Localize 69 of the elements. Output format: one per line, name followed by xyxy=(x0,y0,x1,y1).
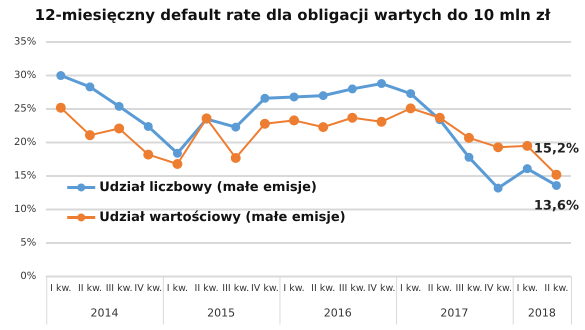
point xyxy=(318,122,328,132)
point xyxy=(231,122,240,132)
point xyxy=(172,148,182,158)
point xyxy=(551,170,562,180)
point xyxy=(260,94,270,103)
x-tick-label: III kw. xyxy=(222,282,250,294)
point xyxy=(290,92,299,102)
point xyxy=(494,184,503,193)
x-tick-label: IV kw. xyxy=(251,282,279,294)
x-tick-label: III kw. xyxy=(456,282,482,294)
y-tick-label: 25% xyxy=(14,104,36,115)
point xyxy=(522,140,532,151)
x-tick-label: I kw. xyxy=(50,282,72,294)
x-tick-label: I kw. xyxy=(283,282,305,294)
point xyxy=(434,112,445,123)
point xyxy=(552,180,561,190)
data-label: 15,2% xyxy=(534,142,579,157)
point xyxy=(84,130,95,140)
point xyxy=(406,89,416,98)
point xyxy=(464,152,474,162)
point xyxy=(85,82,94,92)
y-tick-label: 20% xyxy=(14,137,36,148)
y-tick-label: 10% xyxy=(14,204,36,216)
x-tick-label: I kw. xyxy=(166,282,188,294)
text: 2016 xyxy=(324,306,352,320)
point xyxy=(56,102,66,113)
text: 2015 xyxy=(207,306,236,320)
point xyxy=(406,103,416,114)
legend-label: Udział wartościowy (małe emisje) xyxy=(99,210,346,225)
point xyxy=(114,123,124,134)
y-tick-label: 5% xyxy=(20,238,36,249)
x-tick-label: III kw. xyxy=(338,282,366,294)
legend-label: Udział liczbowy (małe emisje) xyxy=(99,180,317,195)
point xyxy=(318,91,328,100)
point xyxy=(172,158,182,169)
point xyxy=(144,122,153,131)
x-tick-label: IV kw. xyxy=(134,282,162,294)
point xyxy=(464,132,474,143)
point xyxy=(522,164,532,174)
x-tick-label: IV kw. xyxy=(484,282,512,294)
y-tick-label: 30% xyxy=(14,70,36,82)
x-tick-label: II kw. xyxy=(311,282,336,294)
point xyxy=(143,150,154,160)
x-tick-label: II kw. xyxy=(78,282,102,294)
x-tick-label: II kw. xyxy=(544,282,568,294)
point xyxy=(376,116,386,127)
y-tick-label: 15% xyxy=(14,170,36,182)
point xyxy=(114,102,124,111)
text: 2018 xyxy=(528,306,556,320)
text: 2017 xyxy=(440,306,468,320)
text: 2014 xyxy=(90,306,119,320)
point xyxy=(493,142,504,152)
point xyxy=(230,152,241,163)
point xyxy=(348,84,357,94)
y-tick-label: 0% xyxy=(20,271,36,282)
chart-title: 12-miesięczny default rate dla obligacji wartych do 10 mln zł xyxy=(34,6,552,24)
x-tick-label: I kw. xyxy=(400,282,422,294)
x-tick-label: I kw. xyxy=(516,282,538,294)
point xyxy=(260,118,270,129)
x-tick-label: II kw. xyxy=(428,282,452,294)
point xyxy=(347,112,358,123)
point xyxy=(289,115,300,126)
point xyxy=(377,79,386,88)
x-tick-label: IV kw. xyxy=(368,282,396,294)
point xyxy=(56,71,66,80)
x-tick-label: II kw. xyxy=(194,282,219,294)
y-tick-label: 35% xyxy=(14,36,36,48)
x-tick-label: III kw. xyxy=(106,282,133,294)
data-label: 13,6% xyxy=(534,198,579,214)
